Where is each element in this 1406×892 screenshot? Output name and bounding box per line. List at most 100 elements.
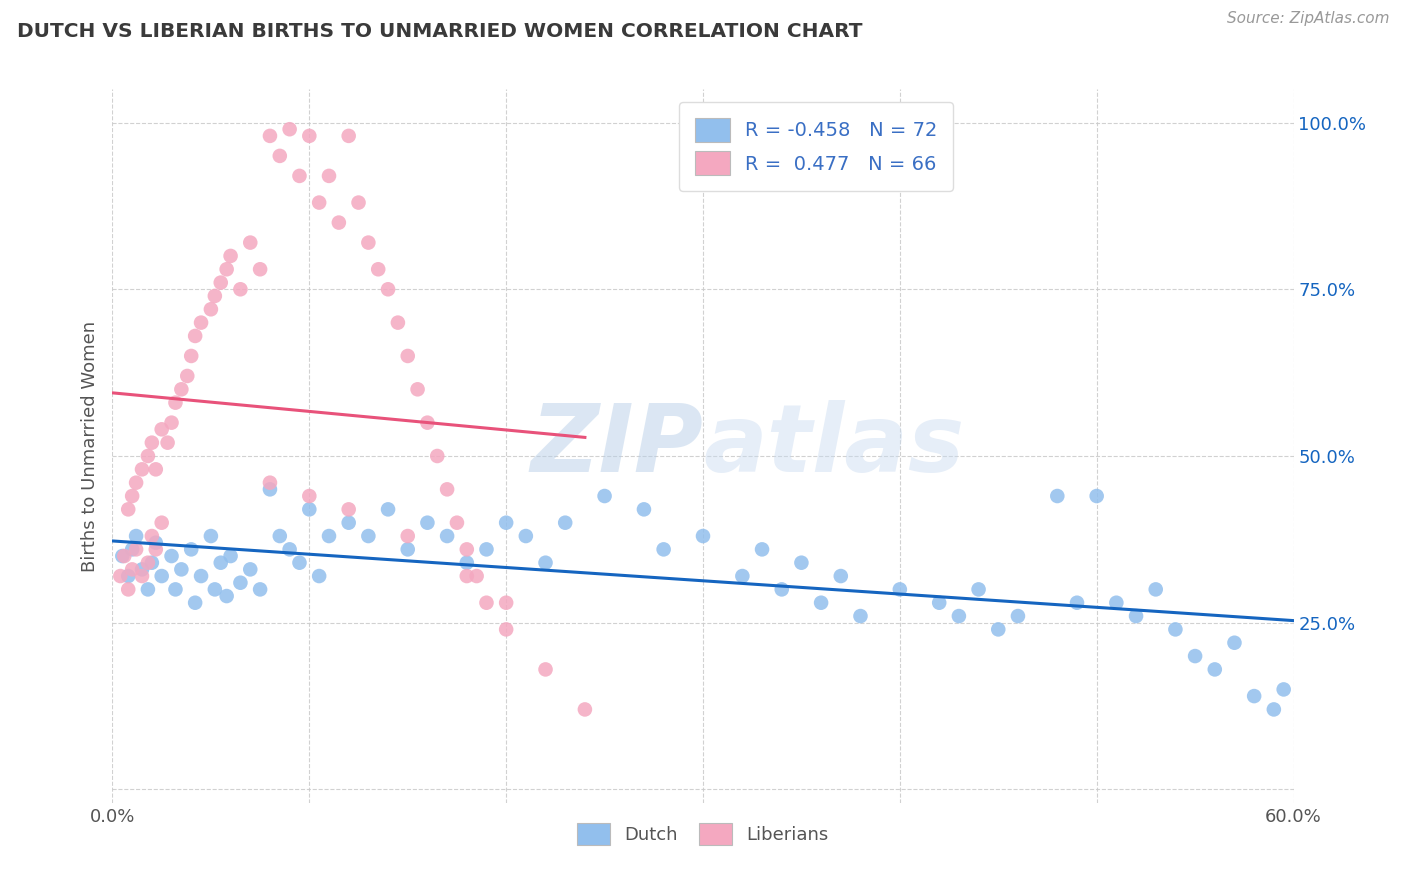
Point: [357, 235, 380, 250]
Point: [288, 169, 311, 183]
Point: [117, 569, 139, 583]
Point: [593, 489, 616, 503]
Point: [190, 316, 212, 330]
Point: [416, 416, 439, 430]
Point: [150, 516, 173, 530]
Point: [170, 382, 193, 396]
Point: [406, 382, 429, 396]
Point: [465, 569, 488, 583]
Point: [1272, 682, 1295, 697]
Point: [456, 569, 478, 583]
Point: [204, 289, 226, 303]
Point: [1125, 609, 1147, 624]
Point: [426, 449, 449, 463]
Point: [347, 195, 370, 210]
Point: [456, 556, 478, 570]
Legend: Dutch, Liberians: Dutch, Liberians: [565, 811, 841, 858]
Point: [810, 596, 832, 610]
Point: [318, 169, 340, 183]
Point: [125, 475, 148, 490]
Point: [1105, 596, 1128, 610]
Text: ZIP: ZIP: [530, 400, 703, 492]
Point: [160, 549, 183, 563]
Point: [259, 483, 281, 497]
Point: [889, 582, 911, 597]
Point: [209, 276, 232, 290]
Point: [165, 582, 187, 597]
Point: [156, 435, 179, 450]
Point: [136, 556, 159, 570]
Point: [136, 582, 159, 597]
Text: DUTCH VS LIBERIAN BIRTHS TO UNMARRIED WOMEN CORRELATION CHART: DUTCH VS LIBERIAN BIRTHS TO UNMARRIED WO…: [17, 22, 862, 41]
Point: [751, 542, 773, 557]
Point: [1184, 649, 1206, 664]
Point: [150, 422, 173, 436]
Point: [117, 582, 139, 597]
Point: [692, 529, 714, 543]
Point: [475, 542, 498, 557]
Point: [215, 589, 238, 603]
Point: [790, 556, 813, 570]
Point: [318, 529, 340, 543]
Point: [125, 542, 148, 557]
Point: [396, 542, 419, 557]
Point: [1007, 609, 1029, 624]
Point: [184, 329, 207, 343]
Point: [475, 596, 498, 610]
Point: [219, 549, 242, 563]
Point: [145, 542, 167, 557]
Point: [1085, 489, 1108, 503]
Point: [948, 609, 970, 624]
Point: [495, 596, 517, 610]
Point: [436, 483, 458, 497]
Point: [377, 282, 399, 296]
Point: [141, 435, 163, 450]
Point: [229, 575, 252, 590]
Point: [112, 549, 135, 563]
Point: [298, 489, 321, 503]
Point: [131, 462, 153, 476]
Point: [534, 556, 557, 570]
Point: [165, 395, 187, 409]
Point: [633, 502, 655, 516]
Point: [1223, 636, 1246, 650]
Point: [308, 195, 330, 210]
Text: atlas: atlas: [703, 400, 965, 492]
Point: [328, 216, 350, 230]
Point: [928, 596, 950, 610]
Point: [269, 149, 291, 163]
Point: [337, 502, 360, 516]
Point: [145, 462, 167, 476]
Point: [249, 582, 271, 597]
Point: [184, 596, 207, 610]
Point: [278, 542, 301, 557]
Point: [176, 368, 198, 383]
Point: [387, 316, 409, 330]
Point: [136, 449, 159, 463]
Point: [180, 349, 202, 363]
Point: [215, 262, 238, 277]
Point: [849, 609, 872, 624]
Point: [190, 569, 212, 583]
Point: [377, 502, 399, 516]
Point: [269, 529, 291, 543]
Point: [1066, 596, 1088, 610]
Point: [229, 282, 252, 296]
Point: [200, 529, 222, 543]
Point: [967, 582, 990, 597]
Point: [830, 569, 852, 583]
Point: [160, 416, 183, 430]
Point: [125, 529, 148, 543]
Point: [515, 529, 537, 543]
Point: [145, 535, 167, 549]
Point: [209, 556, 232, 570]
Point: [770, 582, 793, 597]
Point: [396, 349, 419, 363]
Point: [150, 569, 173, 583]
Point: [131, 562, 153, 576]
Point: [278, 122, 301, 136]
Point: [731, 569, 754, 583]
Point: [456, 542, 478, 557]
Point: [141, 529, 163, 543]
Point: [987, 623, 1010, 637]
